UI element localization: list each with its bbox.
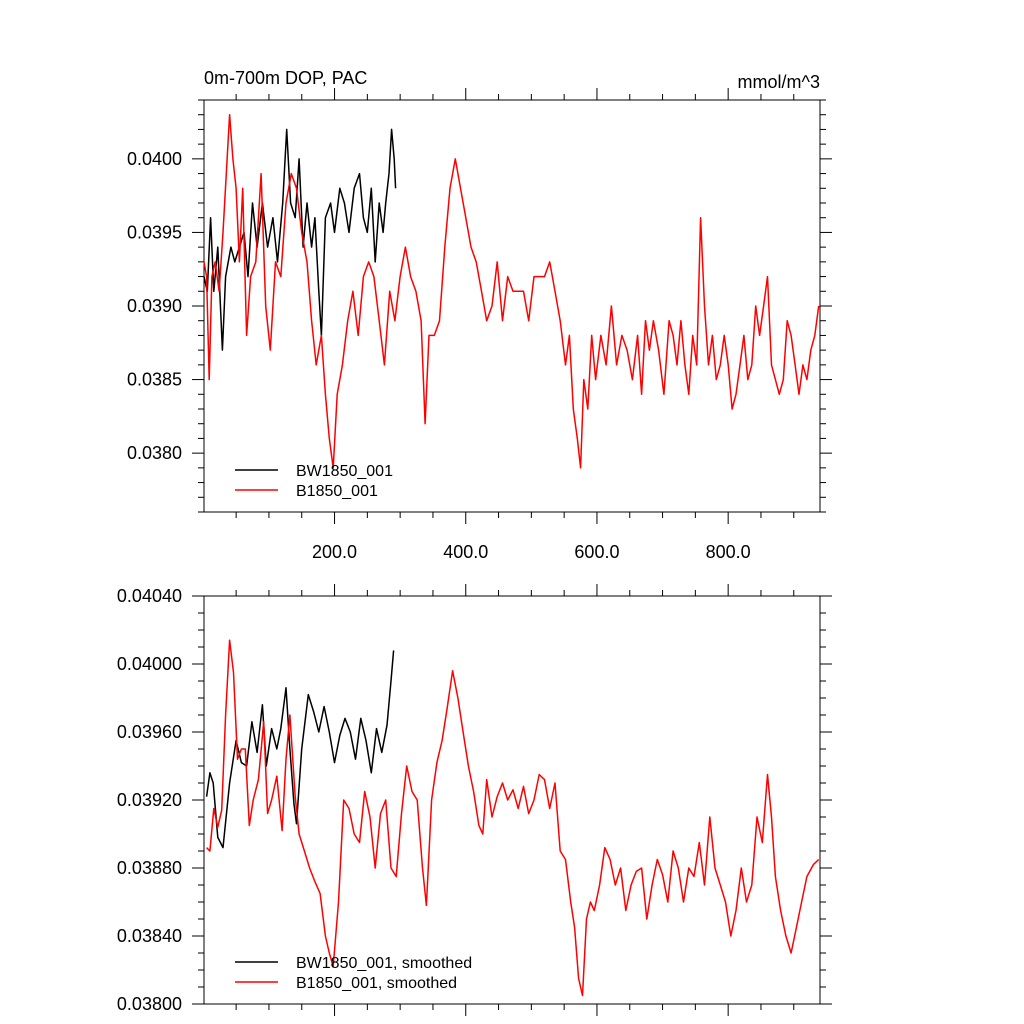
top-y-tick-label: 0.0395 [127, 222, 182, 242]
top-axes: 200.0 400.0 600.0 800.0 0.0380 0.0385 0.0390 0.… [127, 88, 832, 562]
bottom-y-tick-label: 0.03960 [117, 722, 182, 742]
top-y-tick-label: 0.0390 [127, 296, 182, 316]
top-plot-frame [203, 99, 821, 513]
top-x-tick-label: 200.0 [312, 542, 357, 562]
top-series-line-1 [203, 113, 820, 469]
top-x-tick-label: 800.0 [706, 542, 751, 562]
bottom-series-line-1 [206, 639, 820, 997]
top-y-tick-label: 0.0380 [127, 443, 182, 463]
bottom-legend: BW1850_001, smoothed B1850_001, smoothed [235, 955, 472, 992]
bottom-plot-frame [203, 595, 821, 1005]
top-y-tick-label: 0.0385 [127, 370, 182, 390]
bottom-axes: 0.03800 0.03840 0.03880 0.03920 0.03960 0.040… [117, 584, 832, 1016]
bottom-legend-label-b1850: B1850_001, smoothed [296, 975, 457, 992]
top-units-label: mmol/m^3 [738, 72, 820, 92]
top-legend-label-bw1850: BW1850_001 [296, 463, 393, 480]
top-x-tick-label: 600.0 [574, 542, 619, 562]
bottom-y-tick-label: 0.03920 [117, 790, 182, 810]
top-legend: BW1850_001 B1850_001 [235, 463, 393, 500]
top-panel: 200.0 400.0 600.0 800.0 0.0380 0.0385 0.0390 0.… [127, 68, 832, 562]
bottom-panel: 0.03800 0.03840 0.03880 0.03920 0.03960 0.040… [117, 584, 832, 1016]
bottom-legend-label-bw1850: BW1850_001, smoothed [296, 955, 472, 972]
top-chart-title: 0m-700m DOP, PAC [204, 68, 367, 88]
top-series-line-0 [203, 128, 397, 351]
top-legend-label-b1850: B1850_001 [296, 483, 378, 500]
bottom-y-tick-label: 0.04000 [117, 654, 182, 674]
top-x-tick-label: 400.0 [443, 542, 488, 562]
top-y-tick-label: 0.0400 [127, 149, 182, 169]
bottom-y-tick-label: 0.03800 [117, 994, 182, 1014]
bottom-y-tick-label: 0.03880 [117, 858, 182, 878]
bottom-series-line-0 [205, 650, 395, 849]
bottom-y-tick-label: 0.03840 [117, 926, 182, 946]
top-series-group [203, 113, 820, 469]
bottom-series-group [205, 639, 820, 997]
bottom-y-tick-label: 0.04040 [117, 586, 182, 606]
